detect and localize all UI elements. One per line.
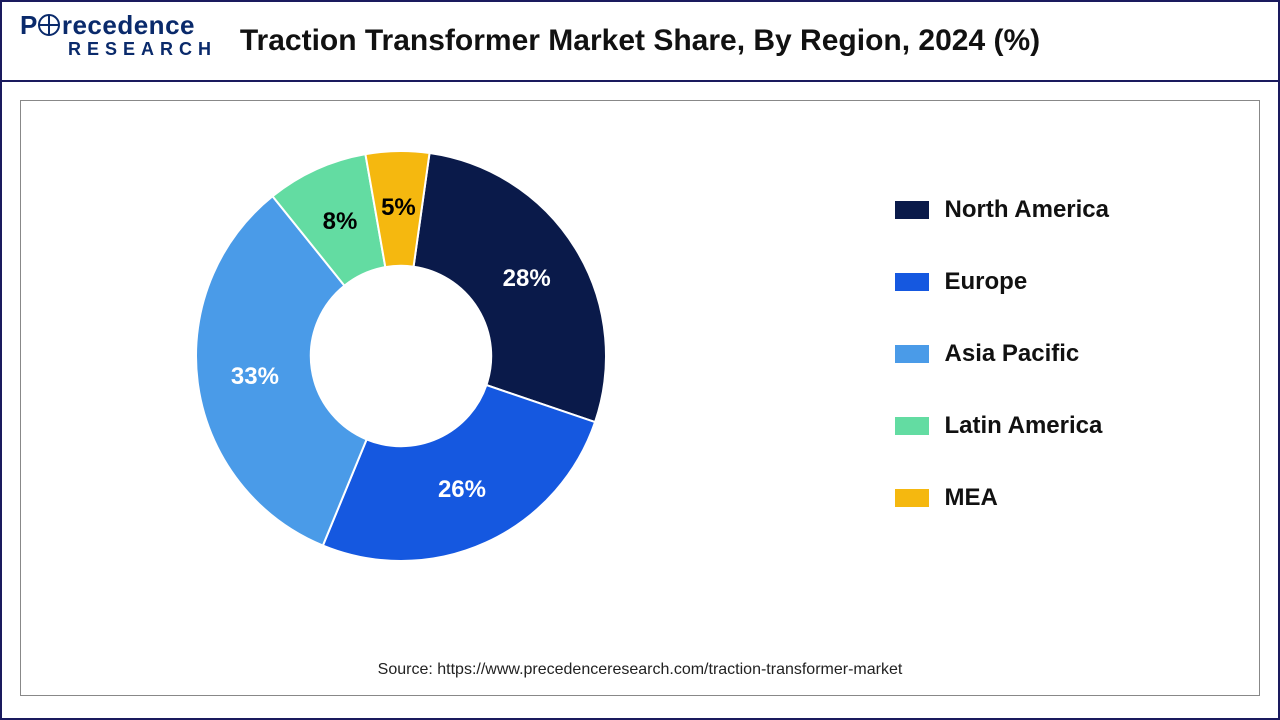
header: P recedence RESEARCH Traction Transforme… <box>2 2 1278 82</box>
logo-text: P recedence RESEARCH <box>20 12 217 58</box>
legend-swatch <box>895 345 929 363</box>
legend-item: Europe <box>895 268 1109 296</box>
legend-label: North America <box>945 196 1109 224</box>
legend-swatch <box>895 489 929 507</box>
donut-chart: 28% 26% 33% 8% 5% <box>181 136 621 576</box>
legend-label: MEA <box>945 484 998 512</box>
legend-swatch <box>895 201 929 219</box>
legend-item: Asia Pacific <box>895 340 1109 368</box>
legend-label: Asia Pacific <box>945 340 1080 368</box>
logo-line2: RESEARCH <box>68 40 217 58</box>
legend-label: Latin America <box>945 412 1103 440</box>
legend-swatch <box>895 417 929 435</box>
logo-rest: recedence <box>62 12 195 38</box>
legend-label: Europe <box>945 268 1028 296</box>
legend-item: North America <box>895 196 1109 224</box>
legend-item: Latin America <box>895 412 1109 440</box>
logo: P recedence RESEARCH <box>20 12 217 58</box>
slice-label: 28% <box>503 265 551 293</box>
logo-p: P <box>20 12 38 38</box>
slice-label: 8% <box>323 208 358 236</box>
legend-swatch <box>895 273 929 291</box>
donut-slice <box>323 385 595 561</box>
slice-label: 26% <box>438 476 486 504</box>
chart-card: P recedence RESEARCH Traction Transforme… <box>0 0 1280 720</box>
slice-label: 5% <box>381 194 416 222</box>
slice-label: 33% <box>231 363 279 391</box>
source-text: Source: https://www.precedenceresearch.c… <box>21 661 1259 679</box>
logo-line1: P recedence <box>20 12 217 38</box>
chart-panel: 28% 26% 33% 8% 5% North America Europe Asia Pa… <box>20 100 1260 696</box>
globe-icon <box>38 14 60 36</box>
legend-item: MEA <box>895 484 1109 512</box>
legend: North America Europe Asia Pacific Latin Ame… <box>895 196 1109 512</box>
